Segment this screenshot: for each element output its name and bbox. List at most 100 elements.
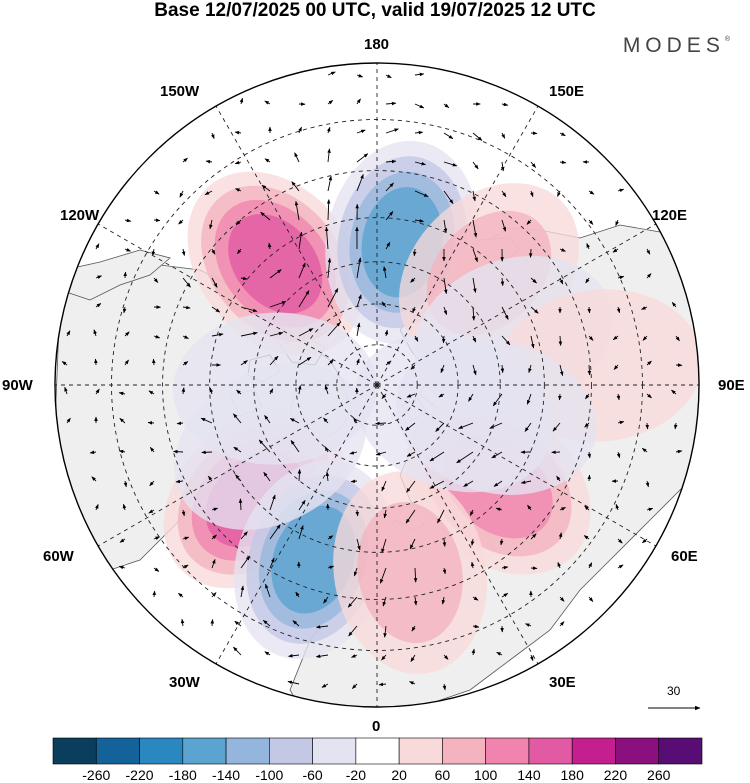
wind-vector: [443, 103, 450, 108]
wind-vector: [405, 422, 416, 431]
wind-vector: [118, 391, 126, 396]
wind-vector: [327, 175, 333, 192]
wind-vector: [383, 509, 387, 519]
wind-vector: [327, 535, 334, 540]
wind-vector: [526, 219, 532, 225]
wind-vector: [267, 242, 272, 250]
wind-vector: [297, 469, 302, 482]
wind-vector: [179, 190, 184, 198]
wind-vector: [529, 190, 534, 198]
wind-vector: [675, 335, 680, 342]
wind-vector: [443, 132, 454, 140]
wind-vector: [588, 190, 595, 195]
colorbar-swatch: [571, 737, 616, 765]
wind-vector: [584, 505, 590, 511]
wind-vector: [617, 275, 625, 280]
wind-vector: [289, 418, 300, 424]
wind-vector: [298, 525, 304, 540]
wind-vector: [559, 621, 565, 627]
wind-vector: [348, 625, 358, 637]
wind-vector: [258, 439, 271, 453]
wind-vector: [263, 471, 271, 482]
wind-vector: [148, 390, 155, 395]
wind-vector: [176, 421, 184, 426]
wind-vector: [182, 277, 191, 288]
wind-vector: [472, 190, 476, 202]
wind-vector: [233, 413, 242, 424]
wind-vector: [472, 335, 477, 343]
wind-vector: [442, 567, 447, 575]
wind-vector: [182, 157, 188, 163]
wind-vector: [327, 565, 335, 570]
wind-vector: [66, 417, 71, 424]
wind-vector: [489, 422, 503, 429]
wind-vector: [153, 190, 160, 195]
wind-vector: [326, 126, 331, 134]
wind-vector: [385, 101, 397, 106]
wind-vector: [356, 322, 361, 337]
wind-vector: [435, 422, 445, 432]
wind-vector: [443, 161, 458, 167]
wind-vector: [298, 356, 312, 366]
wind-vector: [646, 393, 652, 399]
wind-vector: [236, 389, 242, 395]
wind-vector: [327, 257, 332, 279]
wind-vector: [441, 335, 446, 344]
wind-vector: [557, 561, 562, 569]
wind-vector: [558, 393, 562, 401]
wind-vector: [211, 277, 218, 288]
wind-vector: [463, 480, 474, 487]
lon-label-120w: 120W: [60, 207, 100, 224]
wind-vector: [153, 334, 161, 339]
colorbar-tick-label: 100: [473, 767, 498, 783]
wind-vector: [588, 335, 594, 341]
wind-vector: [385, 182, 394, 192]
wind-vector: [470, 538, 475, 546]
lon-label-0: 0: [372, 718, 381, 735]
wind-vector: [588, 596, 594, 602]
wind-vector: [264, 158, 271, 163]
wind-vector: [443, 277, 448, 295]
colorbar-tick-label: -20: [345, 767, 366, 783]
wind-vector: [501, 335, 511, 346]
wind-vector: [327, 100, 334, 105]
wind-vector: [178, 219, 184, 225]
wind-vector: [471, 648, 476, 656]
wind-vector: [414, 219, 424, 223]
wind-vector: [616, 306, 621, 314]
wind-vector: [642, 538, 648, 544]
wind-vector: [269, 355, 279, 366]
wind-vector: [353, 417, 358, 424]
wind-vector: [501, 102, 509, 107]
wind-vector: [149, 446, 155, 453]
wind-vector: [269, 269, 282, 279]
wind-vector: [617, 420, 625, 425]
colorbar-tick-label: 20: [391, 767, 407, 783]
wind-vector: [414, 335, 419, 342]
wind-vector: [617, 188, 625, 193]
wind-vector: [327, 322, 341, 337]
colorbar-tick-label: -260: [82, 767, 111, 783]
wind-vector: [429, 451, 445, 462]
wind-vector: [321, 683, 329, 688]
colorbar-swatch: [95, 737, 140, 765]
wind-vector: [472, 624, 480, 629]
wind-vector: [350, 479, 358, 484]
wind-vector: [429, 480, 445, 489]
wind-vector: [240, 276, 248, 281]
wind-vector: [240, 531, 248, 540]
wind-vector: [262, 619, 271, 627]
wind-vector: [298, 290, 310, 308]
wind-vector: [173, 449, 184, 454]
anomaly-contour: [357, 502, 463, 644]
wind-vector: [261, 184, 271, 192]
meridian-line: [97, 223, 378, 386]
wind-vector: [412, 248, 417, 257]
wind-vector: [260, 211, 271, 221]
wind-vector: [298, 499, 306, 511]
wind-vector: [501, 132, 506, 139]
wind-vector: [382, 266, 387, 279]
wind-vector: [552, 422, 561, 432]
wind-vector: [413, 596, 418, 606]
map-title: Base 12/07/2025 00 UTC, valid 19/07/2025…: [154, 0, 596, 21]
